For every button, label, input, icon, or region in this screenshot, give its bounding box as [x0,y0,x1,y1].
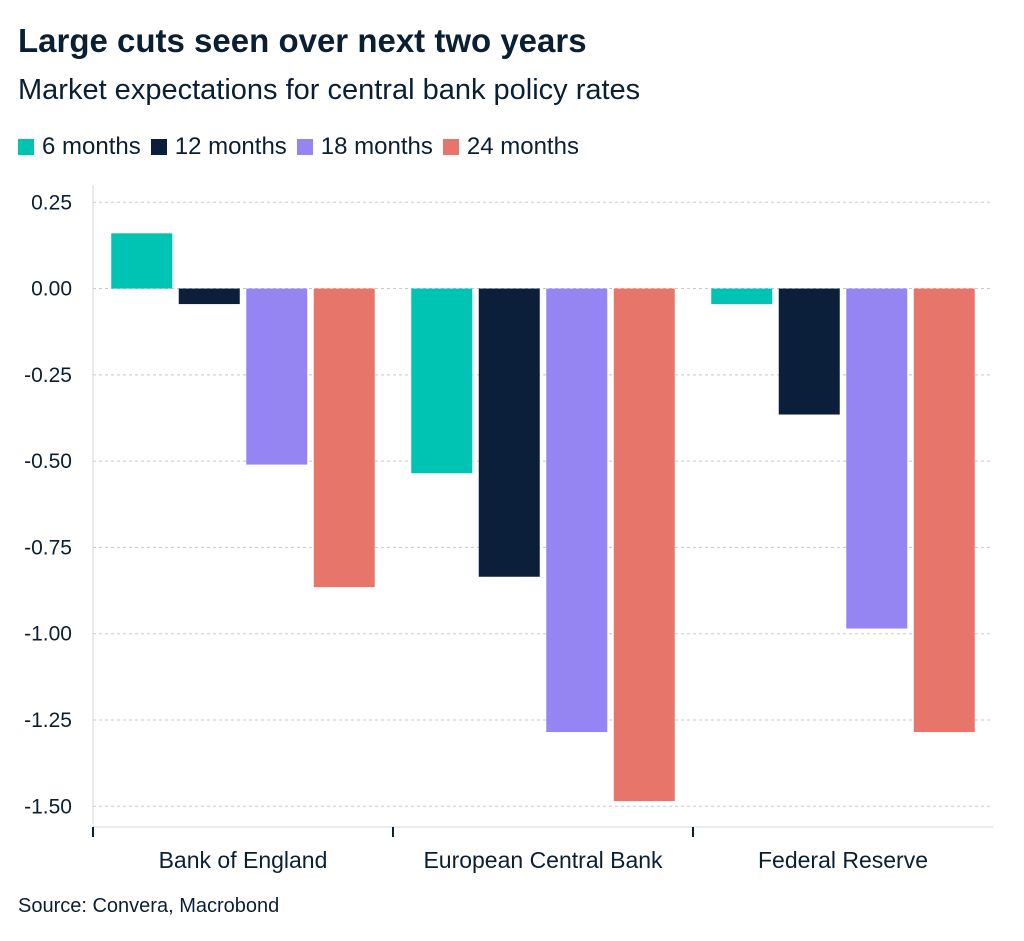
legend-label-12-months: 12 months [174,133,287,160]
y-tick-label: -1.25 [24,709,72,732]
y-tick-label: -0.50 [24,450,72,473]
legend-label-24-months: 24 months [466,133,579,160]
x-category-label: European Central Bank [423,847,663,873]
legend: 6 months 12 months 18 months 24 months [18,133,589,161]
y-tick-label: -1.50 [24,795,72,818]
bar-12-months-european-central-bank [478,288,540,577]
legend-item-12-months: 12 months [150,133,287,161]
y-tick-label: -1.00 [24,623,72,646]
legend-swatch-18-months [296,139,313,155]
bar-24-months-federal-reserve [913,288,975,733]
legend-label-18-months: 18 months [320,133,433,160]
legend-label-6-months: 6 months [42,133,141,160]
y-tick-label: -0.75 [24,536,72,559]
bar-12-months-federal-reserve [778,288,840,415]
chart-title: Large cuts seen over next two years [18,22,587,59]
bar-6-months-federal-reserve [711,288,773,305]
legend-swatch-12-months [150,139,167,155]
legend-item-24-months: 24 months [442,133,579,161]
legend-swatch-24-months [442,139,459,155]
legend-item-18-months: 18 months [296,133,433,161]
bar-6-months-european-central-bank [411,288,473,474]
bar-18-months-federal-reserve [846,288,908,629]
bar-12-months-bank-of-england [178,288,240,305]
bar-18-months-bank-of-england [246,288,308,465]
legend-swatch-6-months [18,139,34,155]
bar-18-months-european-central-bank [546,288,608,733]
y-tick-label: 0.25 [31,191,72,214]
x-category-label: Bank of England [159,847,328,873]
legend-item-6-months: 6 months [18,133,141,161]
chart-subtitle: Market expectations for central bank pol… [18,74,641,106]
bar-6-months-bank-of-england [111,233,173,289]
y-tick-label: -0.25 [24,364,72,387]
bar-24-months-bank-of-england [313,288,375,588]
bar-24-months-european-central-bank [613,288,675,802]
source-note: Source: Convera, Macrobond [18,895,280,917]
x-category-label: Federal Reserve [758,847,928,873]
y-tick-label: 0.00 [31,278,72,301]
